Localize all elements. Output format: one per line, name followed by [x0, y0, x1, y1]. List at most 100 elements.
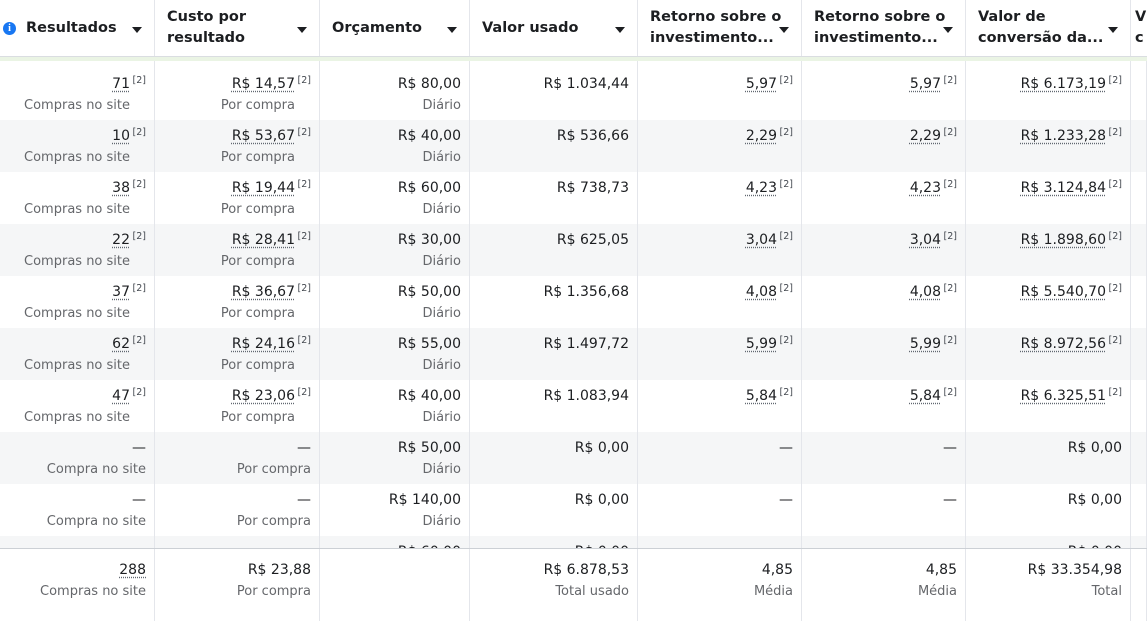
attribution-note: [2]: [297, 231, 311, 242]
cell-value[interactable]: R$ 1.233,28: [1020, 128, 1106, 144]
cell-subtext: Diário: [422, 150, 462, 165]
cell-value[interactable]: 4,23: [745, 180, 777, 196]
table-cell: R$ 28,41 [2] Por compra: [155, 224, 320, 276]
column-header[interactable]: Retorno sobre o investimento...: [638, 0, 802, 56]
cell-value[interactable]: 5,99: [745, 336, 777, 352]
table-cell: —: [802, 484, 966, 536]
table-cell: R$ 30,00 Diário: [320, 224, 470, 276]
table-cell: R$ 40,00 Diário: [320, 120, 470, 172]
cell-value[interactable]: 4,08: [909, 284, 941, 300]
cell-value[interactable]: 3,04: [745, 232, 777, 248]
table-cell: R$ 0,00: [470, 536, 638, 548]
table-cell: R$ 0,00: [470, 484, 638, 536]
cell-value: R$ 33.354,98: [1027, 562, 1122, 578]
header-label: Retorno sobre o: [650, 9, 782, 25]
cell-value[interactable]: 5,84: [909, 388, 941, 404]
cell-subtext: Por compra: [220, 254, 295, 269]
attribution-note: [2]: [779, 283, 793, 294]
attribution-note: [2]: [1108, 127, 1122, 138]
cell-subtext: Diário: [422, 358, 462, 373]
table-cell: R$ 0,00: [966, 484, 1131, 536]
cell-value[interactable]: 4,23: [909, 180, 941, 196]
cell-value[interactable]: R$ 5.540,70: [1020, 284, 1106, 300]
column-header[interactable]: Orçamento: [320, 0, 470, 56]
table-cell: [1131, 484, 1147, 536]
cell-value[interactable]: R$ 6.325,51: [1020, 388, 1106, 404]
cell-value[interactable]: 2,29: [909, 128, 941, 144]
table-cell: 37 [2] Compras no site: [0, 276, 155, 328]
table-cell: 288 Compras no site: [0, 549, 155, 621]
table-cell: R$ 40,00 Diário: [320, 380, 470, 432]
cell-value[interactable]: 62: [112, 336, 130, 352]
cell-value[interactable]: R$ 8.972,56: [1020, 336, 1106, 352]
cell-subtext: Compras no site: [24, 306, 130, 321]
cell-value: R$ 55,00: [397, 336, 461, 352]
attribution-note: [2]: [297, 335, 311, 346]
table-cell: [1131, 120, 1147, 172]
cell-value[interactable]: 5,99: [909, 336, 941, 352]
cell-value[interactable]: 5,97: [909, 76, 941, 92]
attribution-note: [2]: [132, 231, 146, 242]
column-header[interactable]: Valor usado: [470, 0, 638, 56]
table-cell: —: [638, 432, 802, 484]
cell-value[interactable]: 2,29: [745, 128, 777, 144]
cell-value[interactable]: R$ 36,67: [231, 284, 295, 300]
cell-value[interactable]: 4,08: [745, 284, 777, 300]
attribution-note: [2]: [1108, 179, 1122, 190]
table-cell: [1131, 549, 1147, 621]
cell-value[interactable]: R$ 1.898,60: [1020, 232, 1106, 248]
cell-value[interactable]: 3,04: [909, 232, 941, 248]
column-header[interactable]: Valor de conversão da...: [966, 0, 1131, 56]
cell-value[interactable]: 5,84: [745, 388, 777, 404]
column-header[interactable]: Retorno sobre o investimento...: [802, 0, 966, 56]
table-cell: 71 [2] Compras no site: [0, 68, 155, 120]
sort-caret[interactable]: [779, 27, 789, 33]
cell-subtext: Compras no site: [40, 584, 146, 599]
cell-value[interactable]: R$ 6.173,19: [1020, 76, 1106, 92]
table-cell: R$ 3.124,84 [2]: [966, 172, 1131, 224]
cell-value[interactable]: R$ 23,06: [231, 388, 295, 404]
cell-value[interactable]: R$ 3.124,84: [1020, 180, 1106, 196]
sort-caret[interactable]: [447, 27, 457, 33]
cell-value[interactable]: 38: [112, 180, 130, 196]
column-header[interactable]: i Resultados: [0, 0, 155, 56]
cell-value[interactable]: R$ 28,41: [231, 232, 295, 248]
sort-caret[interactable]: [297, 27, 307, 33]
sort-caret[interactable]: [943, 27, 953, 33]
cell-subtext: Compras no site: [24, 202, 130, 217]
header-label: conversão da...: [978, 30, 1104, 46]
cell-value[interactable]: R$ 19,44: [231, 180, 295, 196]
cell-value[interactable]: 10: [112, 128, 130, 144]
cell-value: R$ 0,00: [574, 492, 629, 508]
info-icon[interactable]: i: [3, 22, 16, 35]
cell-value[interactable]: 37: [112, 284, 130, 300]
cell-value[interactable]: 22: [112, 232, 130, 248]
table-row: 37 [2] Compras no site R$ 36,67 [2] Por compr…: [0, 276, 1147, 328]
cell-value[interactable]: R$ 53,67: [231, 128, 295, 144]
cell-value: 288: [119, 562, 146, 578]
sort-caret[interactable]: [1108, 27, 1118, 33]
table-cell: R$ 140,00 Diário: [320, 484, 470, 536]
cell-subtext: Diário: [422, 254, 462, 269]
table-cell: [1131, 172, 1147, 224]
cell-value[interactable]: 5,97: [745, 76, 777, 92]
sort-caret[interactable]: [132, 27, 142, 33]
table-cell: [638, 57, 802, 68]
cell-value[interactable]: R$ 14,57: [231, 76, 295, 92]
cell-value[interactable]: 47: [112, 388, 130, 404]
table-cell: [470, 57, 638, 68]
table-cell: [1131, 68, 1147, 120]
table-cell: 5,97 [2]: [802, 68, 966, 120]
attribution-note: [2]: [132, 283, 146, 294]
cell-value[interactable]: R$ 24,16: [231, 336, 295, 352]
cell-value[interactable]: 71: [112, 76, 130, 92]
header-label: Valor usado: [482, 19, 579, 36]
table-cell: [155, 57, 320, 68]
sort-caret[interactable]: [615, 27, 625, 33]
header-label: Custo por: [167, 9, 247, 25]
column-header[interactable]: Custo por resultado: [155, 0, 320, 56]
table-row: 62 [2] Compras no site R$ 24,16 [2] Por compr…: [0, 328, 1147, 380]
table-cell: R$ 5.540,70 [2]: [966, 276, 1131, 328]
table-row: — Compra no site — Por compra R$ 140,00 Diári…: [0, 484, 1147, 536]
